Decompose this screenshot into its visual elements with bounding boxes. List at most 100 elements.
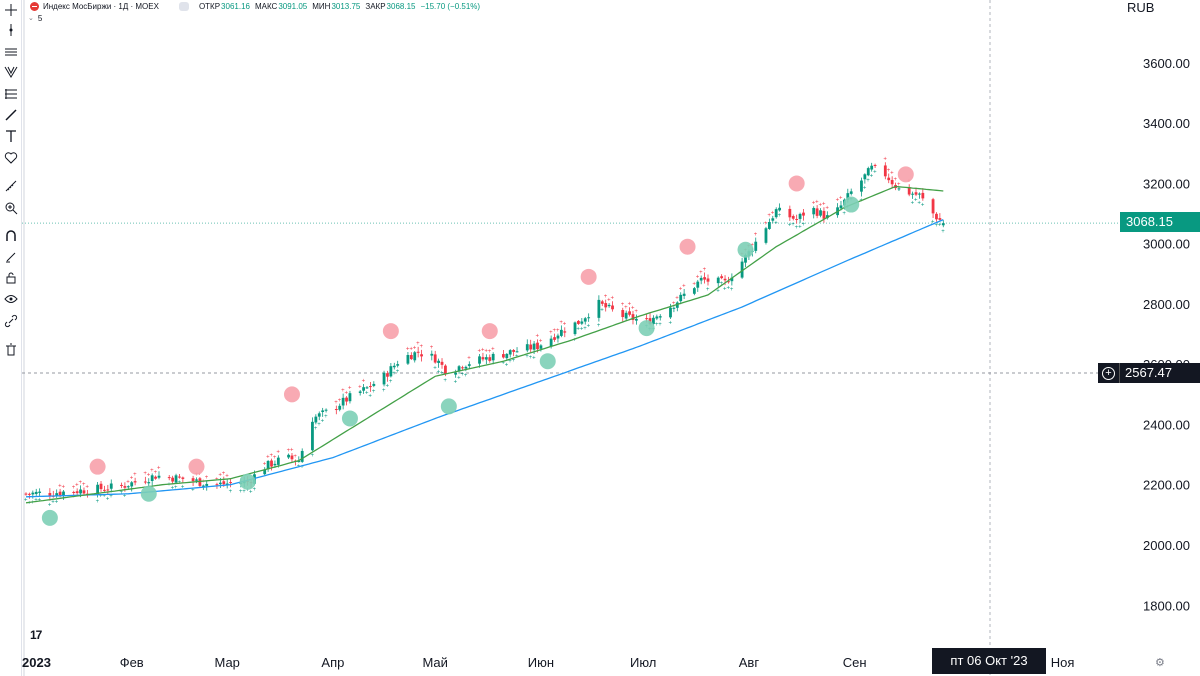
candle-body [24, 493, 28, 495]
visibility-toggle-icon[interactable] [178, 1, 189, 11]
candle-body [28, 493, 31, 495]
candle-body [311, 421, 314, 451]
sar-dot: + [587, 323, 591, 329]
symbol-title[interactable]: Индекс МосБиржи · 1Д · MOEX [43, 1, 159, 11]
pitchfork-icon[interactable] [2, 64, 20, 80]
sar-dot: + [822, 202, 826, 208]
candle-body [634, 318, 638, 321]
sar-dot: + [300, 465, 304, 471]
candle-body [611, 305, 614, 310]
candle-body [123, 486, 127, 488]
sar-dot: + [604, 294, 608, 300]
currency-label[interactable]: RUB [1127, 0, 1155, 15]
sar-dot: + [525, 354, 529, 360]
candle-body [559, 329, 563, 336]
gear-icon[interactable]: ⚙ [1155, 657, 1165, 669]
candle-body [682, 293, 686, 296]
candle-body [109, 483, 113, 489]
candle-body [539, 345, 543, 349]
sar-dot: + [556, 328, 560, 334]
candle-body [229, 482, 232, 484]
candle-body [822, 210, 826, 219]
price-chart[interactable]: 1800.002000.002200.002400.002600.002800.… [22, 0, 1200, 676]
sar-dot: + [771, 210, 775, 216]
sar-dot: + [79, 480, 83, 486]
sar-dot: + [478, 348, 482, 354]
sar-dot: + [730, 287, 734, 293]
link-icon[interactable] [2, 313, 20, 329]
sar-dot: + [488, 349, 492, 355]
candle-body [573, 322, 577, 335]
ma-fast-line [25, 185, 944, 504]
sar-dot: + [345, 391, 349, 397]
candle-body [918, 193, 921, 195]
trend-line-icon[interactable] [2, 22, 20, 38]
peak-marker [580, 268, 597, 285]
trough-marker [239, 473, 256, 490]
candle-body [931, 199, 935, 214]
sar-dot: + [505, 363, 509, 369]
candle-body [79, 489, 82, 494]
candle-body [392, 365, 396, 368]
candle-body [549, 338, 553, 347]
trough-marker [737, 241, 754, 258]
candle-body [921, 192, 925, 199]
tradingview-logo[interactable]: 17 [30, 628, 42, 642]
sar-dot: + [897, 182, 901, 188]
candle-body [218, 482, 222, 485]
sar-dot: + [106, 496, 110, 502]
candle-body [600, 301, 604, 304]
crosshair-icon[interactable] [2, 2, 20, 18]
sar-dot: + [290, 447, 294, 453]
sar-dot: + [246, 487, 250, 493]
candle-body [62, 491, 65, 496]
sar-dot: + [75, 483, 79, 489]
peak-marker [188, 458, 205, 475]
candle-body [478, 356, 481, 364]
sar-dot: + [791, 222, 795, 228]
fib-retracement-icon[interactable] [2, 86, 20, 102]
brush-icon[interactable] [2, 107, 20, 123]
candle-body [31, 492, 35, 495]
sar-dot: + [270, 453, 274, 459]
candle-body [58, 491, 62, 496]
candle-body [907, 186, 911, 195]
open-label: ОТКР [198, 1, 221, 11]
candle-body [191, 478, 195, 482]
sar-dot: + [440, 370, 444, 376]
peak-marker [481, 323, 498, 340]
zoom-icon[interactable] [2, 200, 20, 216]
candle-body [563, 331, 567, 333]
candle-body [512, 349, 516, 352]
sar-dot: + [358, 384, 362, 390]
candle-body [764, 228, 768, 243]
sar-dot: + [406, 346, 410, 352]
candle-body [372, 383, 376, 386]
candle-body [577, 320, 580, 324]
ma-slow-line [25, 219, 944, 498]
horizontal-lines-icon[interactable] [2, 44, 20, 60]
candle-body [150, 475, 154, 481]
sar-dot: + [931, 220, 935, 226]
candle-body [437, 360, 441, 363]
sar-dot: + [372, 389, 376, 395]
sar-dot: + [109, 494, 113, 500]
candle-body [420, 354, 423, 357]
ruler-icon[interactable] [2, 178, 20, 194]
candle-body [334, 409, 338, 411]
stay-drawing-icon[interactable] [2, 249, 20, 265]
sar-dot: + [887, 168, 891, 174]
indicators-toggle[interactable]: ⌄ 5 [28, 13, 42, 23]
trash-icon[interactable] [2, 342, 20, 358]
magnet-icon[interactable] [2, 228, 20, 244]
favorite-icon[interactable] [2, 150, 20, 166]
add-alert-icon[interactable]: + [1098, 363, 1120, 383]
sar-dot: + [48, 502, 52, 508]
sar-dot: + [133, 472, 137, 478]
candle-body [935, 213, 938, 220]
lock-icon[interactable] [2, 270, 20, 286]
eye-icon[interactable] [2, 291, 20, 307]
text-icon[interactable] [2, 128, 20, 144]
sar-dot: + [242, 489, 246, 495]
candle-body [154, 476, 157, 479]
